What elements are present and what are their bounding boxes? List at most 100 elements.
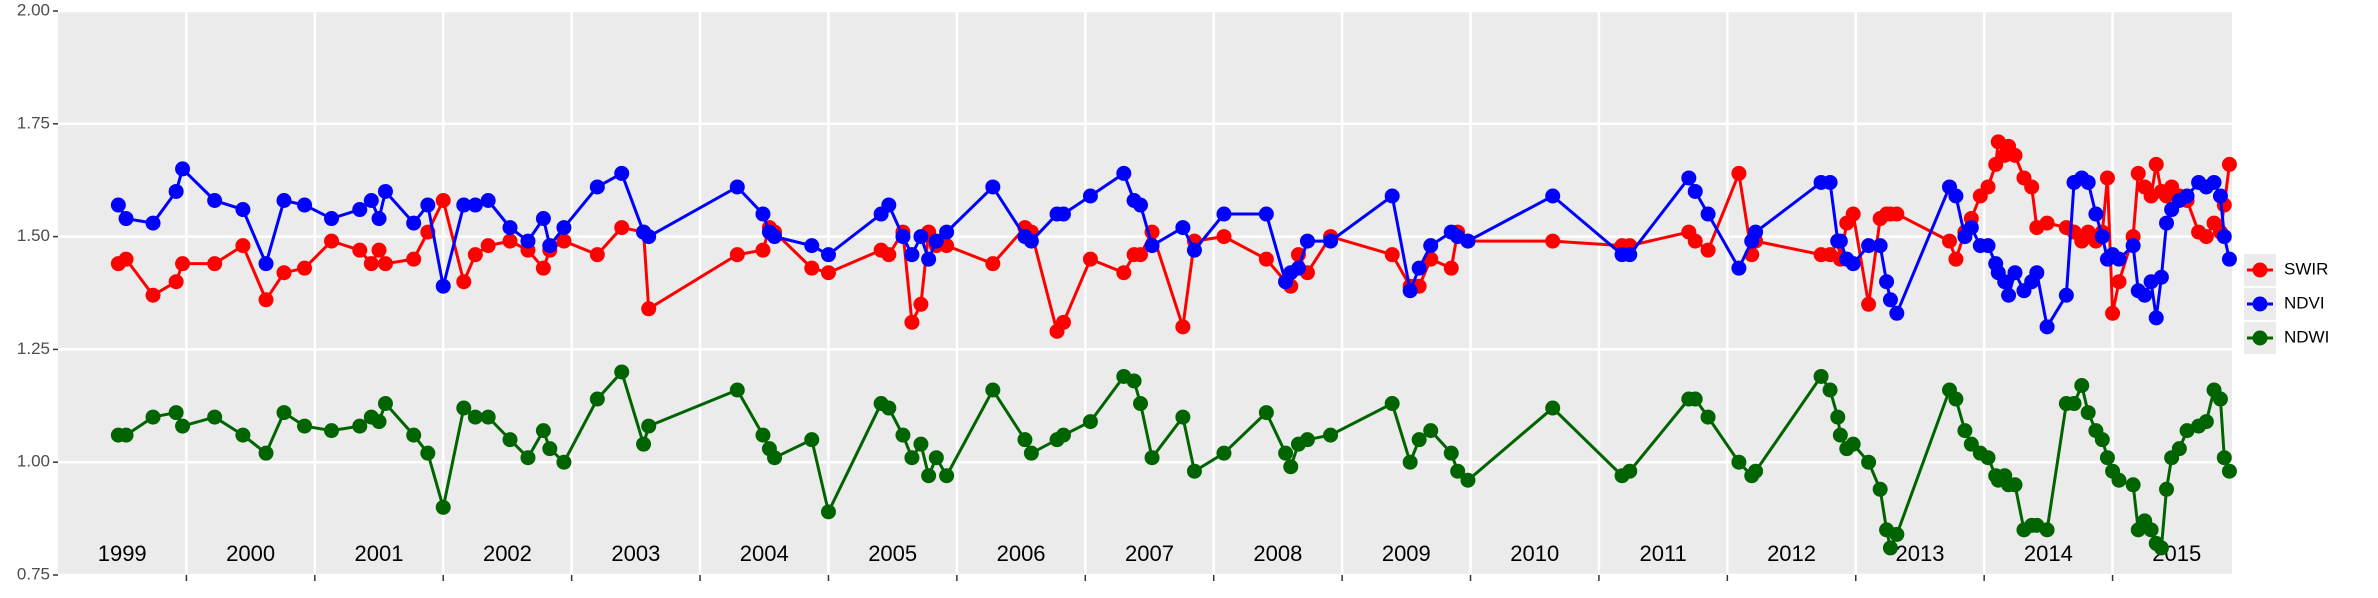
point [145,409,161,425]
point [804,238,820,254]
year-label: 2012 [1767,541,1816,566]
point [175,161,191,177]
point [1832,427,1848,443]
point [589,179,605,195]
point [641,418,657,434]
point [1622,463,1638,479]
point [804,432,820,448]
point [1687,183,1703,199]
point [1980,179,1996,195]
point [1700,242,1716,258]
point [2105,305,2121,321]
point [1980,238,1996,254]
point [207,409,223,425]
point [755,242,771,258]
point [2179,188,2195,204]
point [1055,314,1071,330]
point [985,179,1001,195]
point [881,400,897,416]
point [1882,540,1898,556]
point [1216,206,1232,222]
point [1186,242,1202,258]
point [2206,174,2222,190]
year-label: 2011 [1639,541,1686,566]
point [614,165,630,181]
point [904,450,920,466]
point [2066,396,2082,412]
point [1186,463,1202,479]
point [767,450,783,466]
point [2007,147,2023,163]
point [542,441,558,457]
year-label: 2007 [1125,541,1174,566]
year-label: 2002 [483,541,532,566]
point [502,220,518,236]
point [235,427,251,443]
point [881,247,897,263]
point [1175,409,1191,425]
year-label: 2010 [1510,541,1559,566]
legend-dot [2252,296,2268,312]
point [913,296,929,312]
year-label: 2005 [868,541,917,566]
legend-label: NDVI [2284,293,2325,312]
point [921,468,937,484]
point [2212,188,2228,204]
point [1411,432,1427,448]
point [2099,450,2115,466]
point [2080,174,2096,190]
point [1175,319,1191,335]
point [556,454,572,470]
point [2153,269,2169,285]
point [1731,165,1747,181]
point [456,274,472,290]
point [258,292,274,308]
point [1889,305,1905,321]
point [985,382,1001,398]
point [729,247,745,263]
point [1545,188,1561,204]
point [2039,522,2055,538]
point [502,432,518,448]
point [1830,409,1846,425]
point [1980,450,1996,466]
year-label: 2009 [1382,541,1431,566]
point [1258,405,1274,421]
point [118,427,134,443]
point [1055,206,1071,222]
point [235,202,251,218]
point [371,211,387,227]
point [502,233,518,249]
point [1116,165,1132,181]
point [729,382,745,398]
y-tick-label: 0.75 [17,564,50,583]
point [363,193,379,209]
point [1082,251,1098,267]
point [2159,215,2175,231]
point [297,418,313,434]
point [589,247,605,263]
point [2029,265,2045,281]
point [2179,423,2195,439]
point [2171,441,2187,457]
point [175,256,191,272]
point [1822,382,1838,398]
point [939,224,955,240]
point [207,193,223,209]
point [352,418,368,434]
point [2159,481,2175,497]
point [324,233,340,249]
point [2039,319,2055,335]
point [406,215,422,231]
point [2221,251,2237,267]
point [2143,522,2159,538]
point [1545,400,1561,416]
point [168,183,184,199]
point [1443,260,1459,276]
legend-label: NDWI [2284,327,2329,346]
point [1384,396,1400,412]
point [435,193,451,209]
point [641,229,657,245]
point [729,179,745,195]
point [467,197,483,213]
